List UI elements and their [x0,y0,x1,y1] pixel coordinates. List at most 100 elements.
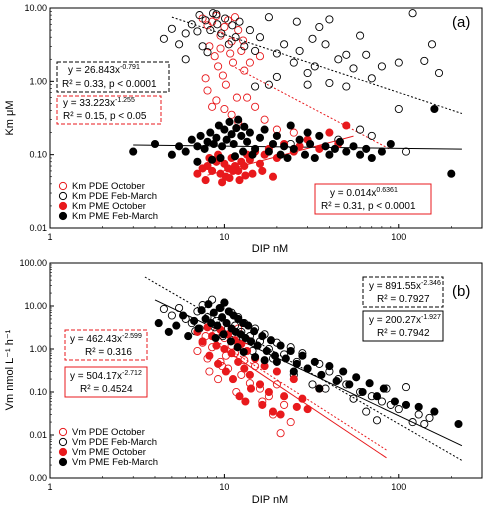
data-point [129,147,138,156]
data-point [220,298,229,307]
y-tick-label: 1.00 [29,344,47,354]
data-point [425,413,434,422]
data-point [240,42,249,51]
y-tick-label: 0.01 [29,430,47,440]
data-point [260,115,269,124]
data-point [356,125,365,134]
data-point [272,357,281,366]
data-point [272,367,281,376]
data-point [390,397,399,406]
data-point [232,124,241,133]
data-point [342,50,351,59]
panel-a-eq3-r2: R² = 0.31, p < 0.0001 [321,201,416,212]
panel-a-chart: 10.00 1.00 0.10 0.01 1 10 100 (a) DIP nM Km μ… [4,3,483,255]
data-point [276,150,285,159]
data-point [321,142,330,151]
data-point [240,66,249,75]
y-tick-label: 100.00 [19,258,47,268]
data-point [258,332,267,341]
data-point [175,40,184,49]
data-point [216,153,225,163]
legend-marker-vm-pme-febmarch [58,457,68,467]
data-point [159,34,168,43]
data-point [218,178,227,187]
data-point [345,380,354,389]
data-point [317,370,326,379]
data-point [394,58,403,67]
data-point [401,147,411,156]
panel-a-equation-box-3: y = 0.014x0.6361 R² = 0.31, p < 0.0001 [314,183,432,215]
data-point [414,410,423,419]
data-point [235,176,244,185]
data-point [219,330,228,339]
data-point [377,62,386,71]
panel-b-equation-box-2: y = 200.27x-1.927 R² = 0.7942 [362,310,444,342]
svg-text:y = 462.43x-2.599: y = 462.43x-2.599 [70,333,142,345]
data-point [342,82,351,91]
data-point [225,173,234,183]
data-point [253,341,262,350]
data-point [203,86,212,95]
data-point [298,394,307,403]
data-point [243,137,252,146]
data-point [260,125,269,134]
y-tick-label: 0.00 [29,473,47,483]
data-point [303,128,312,137]
panel-b-eq3-exponent: -2.599 [122,333,142,340]
data-point [272,49,281,58]
x-tick-label: 100 [391,232,406,242]
panel-a-eq3-exponent: 0.6361 [376,187,398,194]
data-point [175,142,184,151]
panel-a-eq2-exponent: -1.255 [115,97,135,104]
x-tick-label: 1 [47,482,52,492]
data-point [204,300,213,309]
x-tick-label: 1 [47,232,52,242]
legend-label-km-pde-october: Km PDE October [72,181,145,192]
data-point [325,362,334,371]
data-point [234,26,243,35]
panel-b-equation-box-3: y = 462.43x-2.599 R² = 0.316 [64,329,148,361]
data-point [203,161,212,171]
data-point [181,29,190,38]
series-km-pde-feb-march [159,9,444,156]
data-point [401,400,411,409]
data-point [276,341,285,350]
y-tick-label: 10.00 [24,301,47,311]
data-point [222,319,231,328]
data-point [408,418,417,427]
data-point [414,402,423,411]
data-point [339,367,348,376]
fit-line [231,65,392,151]
data-point [255,159,265,168]
data-point [356,31,365,40]
y-tick-label: 10.00 [24,3,47,13]
data-point [208,102,217,111]
data-point [226,337,235,346]
data-point [268,139,278,149]
data-point [181,55,190,64]
data-point [447,169,456,178]
data-point [325,150,334,159]
data-point [240,122,249,131]
data-point [239,347,248,357]
legend-marker-km-pme-october [58,201,68,211]
data-point [264,80,273,89]
data-point [315,131,324,140]
data-point [342,121,351,130]
data-point [218,313,227,322]
data-point [292,402,301,411]
data-point [167,311,176,320]
data-point [212,96,221,105]
data-point [159,304,168,314]
panel-b-equation-box-4: y = 504.17x-2.712 R² = 0.4524 [64,366,148,398]
x-tick-label: 100 [391,482,406,492]
legend-marker-km-pde-febmarch [58,191,68,201]
data-point [283,153,292,163]
data-point [372,416,382,425]
data-point [234,357,243,366]
data-point [260,356,269,365]
data-point [386,139,395,149]
data-point [179,311,188,320]
data-point [276,429,285,438]
data-point [228,21,237,30]
